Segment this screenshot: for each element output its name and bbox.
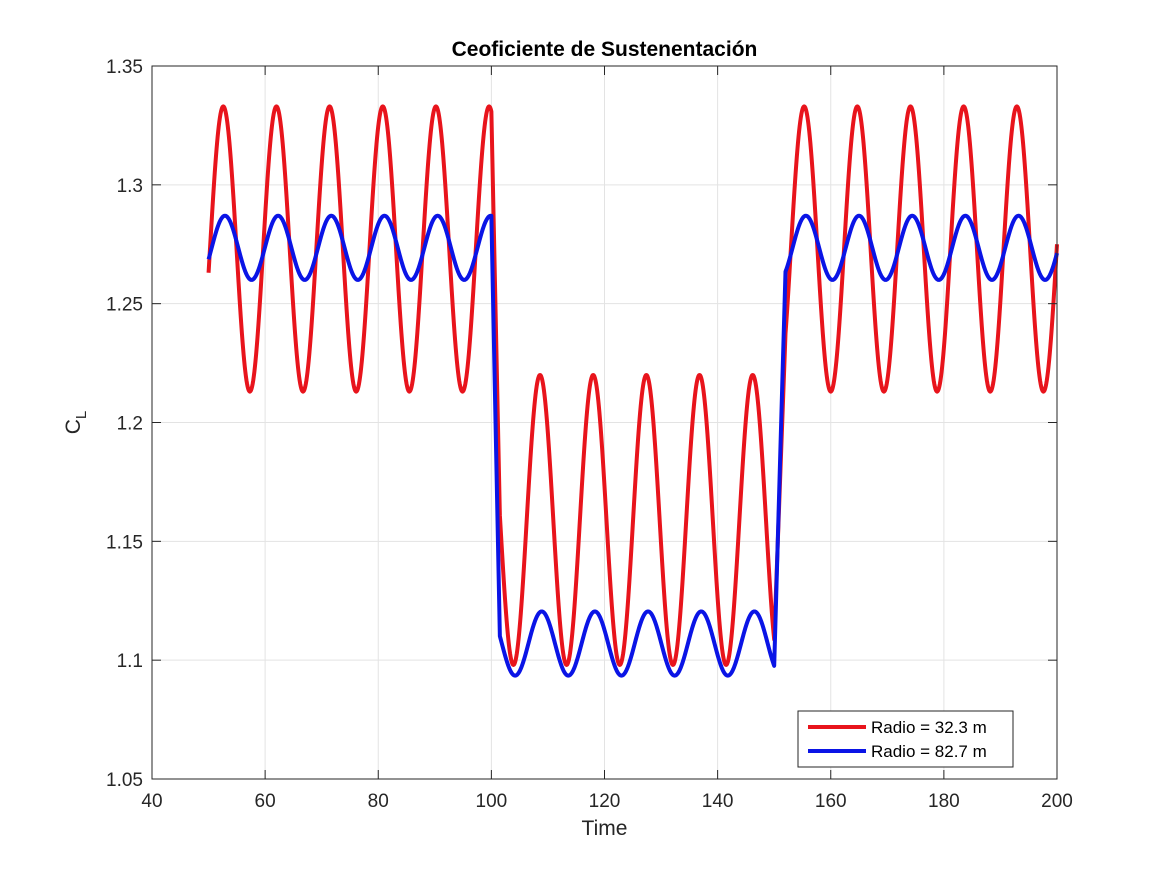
series-lines bbox=[206, 104, 1059, 678]
x-tick-label: 120 bbox=[589, 791, 621, 812]
series-line-1 bbox=[206, 104, 1059, 667]
x-axis-title: Time bbox=[582, 817, 628, 840]
x-tick-label: 140 bbox=[702, 791, 734, 812]
y-axis-title-subscript: L bbox=[73, 411, 90, 419]
x-tick-label: 200 bbox=[1041, 791, 1073, 812]
legend-box bbox=[797, 710, 1014, 768]
x-tick-label: 40 bbox=[141, 791, 162, 812]
legend: Radio = 32.3 m Radio = 82.7 m bbox=[797, 710, 1014, 768]
y-axis-title: CL bbox=[62, 411, 90, 435]
grid bbox=[151, 65, 1058, 780]
ticks: 40 60 80 100 120 140 160 180 200 1.05 1.1 1.15 1.2 1.… bbox=[106, 57, 1073, 812]
x-tick-label: 60 bbox=[255, 791, 276, 812]
y-tick-label: 1.1 bbox=[117, 651, 143, 672]
y-tick-label: 1.15 bbox=[106, 532, 143, 553]
series-line-2 bbox=[206, 213, 1059, 678]
x-tick-label: 180 bbox=[928, 791, 960, 812]
x-tick-label: 100 bbox=[476, 791, 508, 812]
y-tick-label: 1.25 bbox=[106, 295, 143, 316]
y-tick-label: 1.05 bbox=[106, 770, 143, 791]
x-tick-label: 160 bbox=[815, 791, 847, 812]
legend-label: Radio = 32.3 m bbox=[871, 718, 987, 737]
chart-title: Ceoficiente de Sustenentación bbox=[452, 38, 758, 61]
legend-label: Radio = 82.7 m bbox=[871, 742, 987, 761]
y-tick-label: 1.35 bbox=[106, 57, 143, 78]
x-tick-label: 80 bbox=[368, 791, 389, 812]
y-tick-label: 1.2 bbox=[117, 414, 143, 435]
y-axis-title-main: C bbox=[62, 419, 85, 434]
y-tick-label: 1.3 bbox=[117, 176, 143, 197]
